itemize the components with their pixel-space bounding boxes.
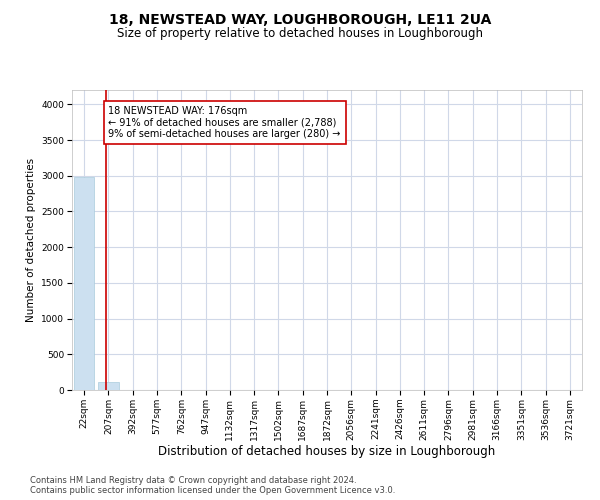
Text: Contains HM Land Registry data © Crown copyright and database right 2024.
Contai: Contains HM Land Registry data © Crown c… bbox=[30, 476, 395, 495]
Text: Size of property relative to detached houses in Loughborough: Size of property relative to detached ho… bbox=[117, 28, 483, 40]
Text: 18 NEWSTEAD WAY: 176sqm
← 91% of detached houses are smaller (2,788)
9% of semi-: 18 NEWSTEAD WAY: 176sqm ← 91% of detache… bbox=[109, 106, 341, 139]
Text: 18, NEWSTEAD WAY, LOUGHBOROUGH, LE11 2UA: 18, NEWSTEAD WAY, LOUGHBOROUGH, LE11 2UA bbox=[109, 12, 491, 26]
X-axis label: Distribution of detached houses by size in Loughborough: Distribution of detached houses by size … bbox=[158, 446, 496, 458]
Y-axis label: Number of detached properties: Number of detached properties bbox=[26, 158, 36, 322]
Bar bbox=[98, 382, 119, 390]
Bar bbox=[74, 176, 94, 390]
